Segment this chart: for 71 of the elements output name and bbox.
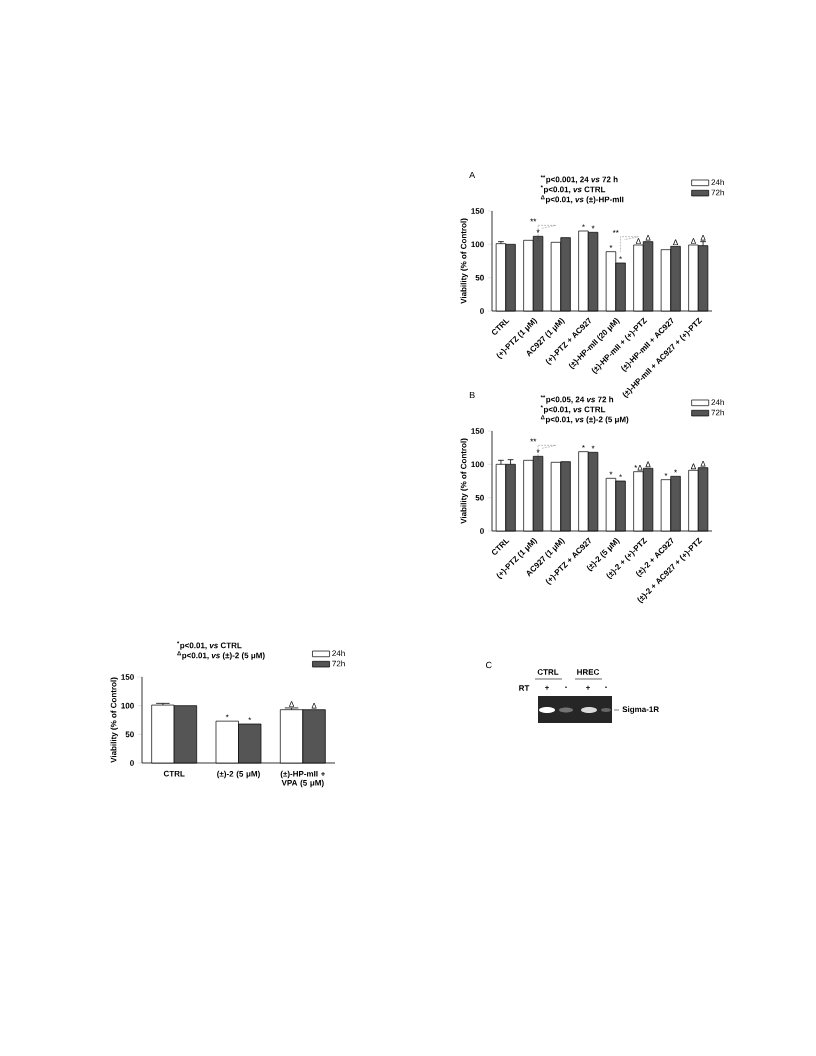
text: +	[586, 685, 591, 690]
text: $^{Δ}$p<0.01, vs (±)-2 (5 μM)	[540, 415, 629, 424]
data-label: Δ	[289, 701, 294, 707]
text: -	[604, 686, 608, 688]
data-label: *	[536, 229, 540, 233]
y-axis-title: Viability (% of Control)	[460, 438, 468, 524]
data-label: Δ	[636, 238, 641, 244]
data-label: *	[591, 225, 595, 229]
legend-label: 72h	[711, 409, 724, 416]
text: C	[485, 661, 492, 669]
text: $^{**}$p<0.001, 24 vs 72 h	[540, 175, 618, 184]
y-tick-label: 150	[471, 428, 484, 434]
legend-label: 24h	[711, 179, 724, 185]
text: $^{Δ}$p<0.01, vs (±)-2 (5 μM)	[177, 651, 265, 660]
text: RT	[519, 685, 530, 691]
data-label: Δ	[645, 461, 651, 468]
data-label: *	[591, 445, 595, 449]
y-axis-title: Viability (% of Control)	[110, 677, 118, 763]
text: $^{**}$p<0.05, 24 vs 72 h	[540, 395, 614, 404]
chart-title: A	[469, 171, 476, 179]
data-label: Δ	[691, 463, 696, 470]
y-tick-label: 100	[471, 461, 484, 468]
text: $^{*}$p<0.01, vs CTRL	[540, 405, 606, 414]
text: $^{Δ}$p<0.01, vs (±)-HP-mII	[540, 195, 624, 204]
annotation: **	[612, 229, 619, 233]
text: -	[564, 686, 568, 688]
x-tick-label: (±)-HP-mII + VPA (5 μM)	[280, 770, 326, 788]
text: HREC	[577, 669, 600, 675]
data-label: *	[619, 256, 623, 260]
y-tick-label: 0	[480, 528, 484, 534]
data-label: Δ	[645, 234, 651, 241]
text: +	[545, 685, 550, 690]
data-label: *	[609, 244, 613, 248]
data-label: *	[248, 717, 252, 721]
data-label: *	[664, 472, 668, 476]
text: CTRL	[537, 669, 559, 675]
x-tick-label: (±)-2 (5 μM)	[217, 770, 260, 779]
data-label: Δ	[673, 239, 678, 246]
data-label: *	[582, 224, 585, 228]
data-label: *	[225, 714, 229, 718]
text: Sigma-1R	[622, 706, 659, 714]
y-tick-label: 0	[480, 308, 484, 314]
data-label: *Δ	[634, 464, 643, 471]
data-label: Δ	[700, 460, 706, 467]
y-tick-label: 0	[130, 760, 134, 766]
legend-label: 24h	[711, 399, 724, 405]
y-tick-label: 100	[471, 241, 484, 248]
data-label: Δ	[700, 234, 706, 241]
data-label: Δ	[691, 238, 696, 244]
y-tick-label: 150	[121, 674, 134, 680]
y-tick-label: 50	[475, 494, 484, 501]
data-label: Δ	[311, 702, 317, 709]
legend-label: 24h	[332, 650, 345, 657]
data-label: *	[674, 469, 678, 473]
y-tick-label: 50	[125, 731, 134, 738]
y-tick-label: 150	[471, 208, 484, 214]
annotation: **	[530, 438, 537, 442]
legend-label: 72h	[332, 660, 345, 667]
x-tick-label: CTRL	[163, 770, 185, 777]
text: $^{*}$p<0.01, vs CTRL	[540, 185, 606, 194]
data-label: *	[536, 449, 540, 453]
chart-title: B	[469, 391, 475, 399]
y-axis-title: Viability (% of Control)	[460, 218, 468, 304]
data-label: *	[609, 471, 613, 475]
text: $^{*}$p<0.01, vs CTRL	[176, 641, 242, 650]
annotation: **	[530, 218, 537, 222]
y-tick-label: 50	[475, 274, 484, 281]
data-label: *	[582, 444, 585, 448]
y-tick-label: 100	[121, 702, 134, 709]
legend-label: 72h	[711, 189, 724, 196]
data-label: *	[619, 474, 623, 478]
